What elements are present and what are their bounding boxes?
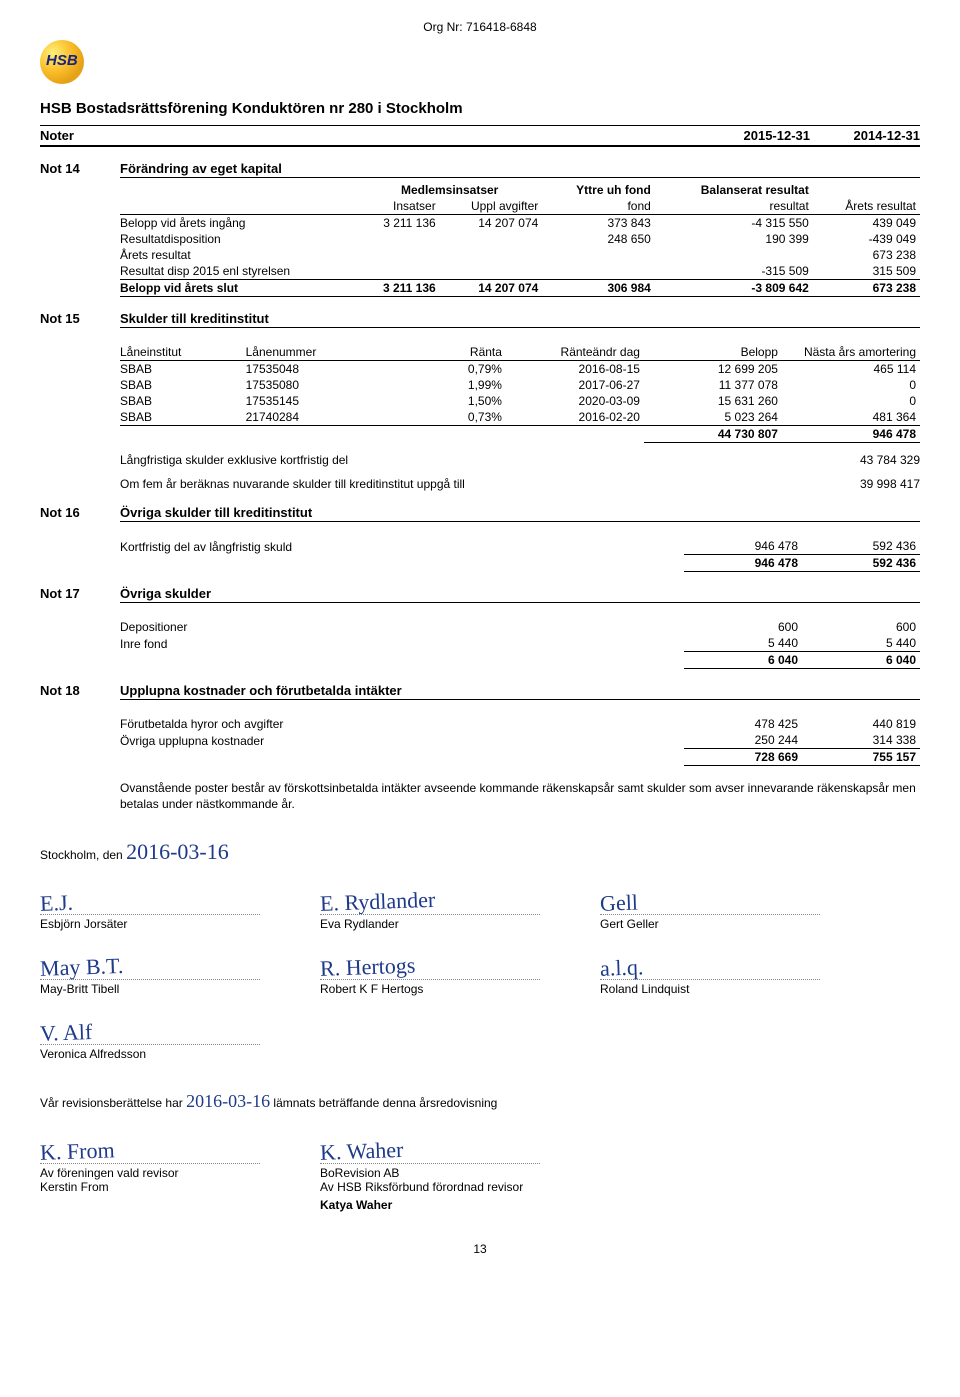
table-row: SBAB 17535048 0,79% 2016-08-15 12 699 20…	[120, 361, 920, 378]
table-row: Resultatdisposition 248 650 190 399 -439…	[120, 231, 920, 247]
sig-name-1: Esbjörn Jorsäter	[40, 914, 260, 931]
not15-line1: Långfristiga skulder exklusive kortfrist…	[120, 453, 920, 467]
table-row: SBAB 17535145 1,50% 2020-03-09 15 631 26…	[120, 393, 920, 409]
not16-title: Övriga skulder till kreditinstitut	[120, 505, 920, 522]
table-row: Förutbetalda hyror och avgifter 478 425 …	[120, 716, 920, 732]
table-row: Belopp vid årets ingång 3 211 136 14 207…	[120, 215, 920, 232]
rev-date: 2016-03-16	[186, 1091, 270, 1111]
page-number: 13	[40, 1242, 920, 1256]
sig-name-7: Veronica Alfredsson	[40, 1044, 260, 1061]
not15-title: Skulder till kreditinstitut	[120, 311, 920, 328]
not14-head-uppl: Uppl avgifter	[440, 198, 543, 215]
table-row: Kortfristig del av långfristig skuld 946…	[120, 538, 920, 555]
not17-title: Övriga skulder	[120, 586, 920, 603]
not18-sum: 728 669 755 157	[120, 749, 920, 766]
not14-sum: Belopp vid årets slut 3 211 136 14 207 0…	[120, 280, 920, 297]
sig-name-3: Gert Geller	[600, 914, 820, 931]
not17-table: Depositioner 600 600 Inre fond 5 440 5 4…	[120, 619, 920, 669]
table-row: Årets resultat 673 238	[120, 247, 920, 263]
rev1: Av föreningen vald revisor	[40, 1163, 260, 1180]
signature-area: Stockholm, den 2016-03-16 E.J. Esbjörn J…	[40, 838, 920, 1212]
signature-icon: K. Waher	[320, 1132, 541, 1168]
rev2c: Katya Waher	[320, 1198, 540, 1212]
signature-icon: K. From	[40, 1132, 261, 1168]
association-title: HSB Bostadsrättsförening Konduktören nr …	[40, 100, 920, 117]
not16-sum: 946 478 592 436	[120, 555, 920, 572]
not14-head-yttre: Yttre uh fond	[542, 182, 655, 198]
hsb-logo	[40, 40, 84, 84]
signature-icon: a.l.q.	[600, 948, 821, 984]
rev-text1: Vår revisionsberättelse har	[40, 1096, 183, 1110]
signature-icon: R. Hertogs	[320, 948, 541, 984]
explain-text: Ovanstående poster består av förskottsin…	[120, 780, 920, 812]
table-row: Resultat disp 2015 enl styrelsen -315 50…	[120, 263, 920, 280]
sig-date: 2016-03-16	[126, 839, 229, 864]
not14-head-group: Medlemsinsatser	[357, 182, 542, 198]
not18-title: Upplupna kostnader och förutbetalda intä…	[120, 683, 920, 700]
signature-icon: Gell	[600, 883, 821, 919]
header-noter: Noter	[40, 128, 700, 143]
table-row: Övriga upplupna kostnader 250 244 314 33…	[120, 732, 920, 749]
not15-table: Låneinstitut Lånenummer Ränta Ränteändr …	[120, 344, 920, 443]
not14-label: Not 14	[40, 161, 120, 297]
not15-label: Not 15	[40, 311, 120, 491]
not18-label: Not 18	[40, 683, 120, 812]
not17-sum: 6 040 6 040	[120, 652, 920, 669]
table-row: Inre fond 5 440 5 440	[120, 635, 920, 652]
not14-head-arets: Årets resultat	[813, 198, 920, 215]
not16-label: Not 16	[40, 505, 120, 572]
rev2: BoRevision AB	[320, 1163, 540, 1180]
sig-name-6: Roland Lindquist	[600, 979, 820, 996]
header-col2: 2014-12-31	[810, 128, 920, 143]
rev-text2: lämnats beträffande denna årsredovisning	[273, 1096, 497, 1110]
notes-header: Noter 2015-12-31 2014-12-31	[40, 125, 920, 147]
signature-icon: E. Rydlander	[320, 883, 541, 919]
sig-name-4: May-Britt Tibell	[40, 979, 260, 996]
not14-head-balans: Balanserat resultat	[655, 182, 813, 198]
not17-label: Not 17	[40, 586, 120, 669]
sig-name-5: Robert K F Hertogs	[320, 979, 540, 996]
sig-name-2: Eva Rydlander	[320, 914, 540, 931]
not18-table: Förutbetalda hyror och avgifter 478 425 …	[120, 716, 920, 766]
table-row: Depositioner 600 600	[120, 619, 920, 635]
table-row: SBAB 21740284 0,73% 2016-02-20 5 023 264…	[120, 409, 920, 426]
not16-table: Kortfristig del av långfristig skuld 946…	[120, 538, 920, 572]
not15-sum: 44 730 807 946 478	[120, 426, 920, 443]
not14-table: Medlemsinsatser Yttre uh fond Balanserat…	[120, 182, 920, 297]
signature-icon: V. Alf	[40, 1013, 261, 1049]
table-row: SBAB 17535080 1,99% 2017-06-27 11 377 07…	[120, 377, 920, 393]
not15-line2: Om fem år beräknas nuvarande skulder til…	[120, 477, 920, 491]
rev1b: Kerstin From	[40, 1180, 260, 1194]
header-col1: 2015-12-31	[700, 128, 810, 143]
org-number: Org Nr: 716418-6848	[40, 20, 920, 34]
signature-icon: E.J.	[40, 883, 261, 919]
not14-head-insatser: Insatser	[357, 198, 440, 215]
signature-icon: May B.T.	[40, 948, 261, 984]
not14-title: Förändring av eget kapital	[120, 161, 920, 178]
rev2b: Av HSB Riksförbund förordnad revisor	[320, 1180, 540, 1194]
sig-place: Stockholm, den	[40, 848, 123, 862]
